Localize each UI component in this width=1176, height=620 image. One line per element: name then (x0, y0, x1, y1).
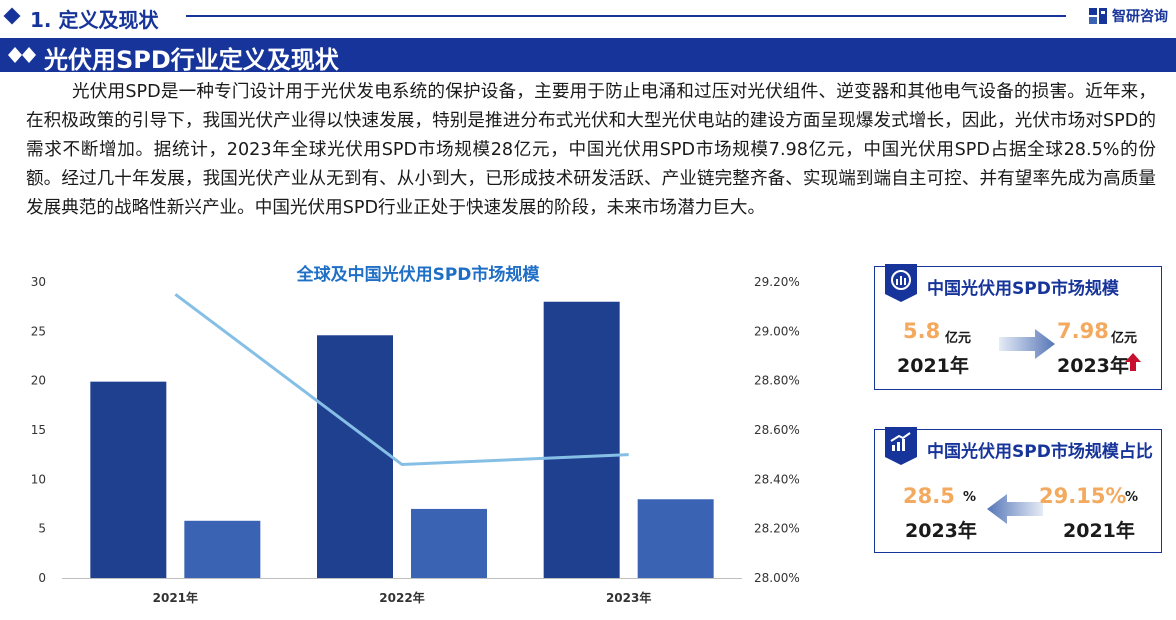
left-arrow-icon (987, 494, 1043, 524)
share-2023-value: 28.5 (903, 484, 955, 508)
size-2023-unit: 亿元 (1111, 331, 1138, 346)
banner-title: 光伏用SPD行业定义及现状 (44, 46, 339, 74)
y-tick-label: 5 (38, 522, 46, 536)
chart-title: 全球及中国光伏用SPD市场规模 (296, 264, 541, 285)
share-2023-unit: % (963, 490, 977, 505)
title-banner: 光伏用SPD行业定义及现状 (0, 38, 1176, 74)
size-2021-unit: 亿元 (945, 331, 972, 346)
intro-paragraph: 光伏用SPD是一种专门设计用于光伏发电系统的保护设备，主要用于防止电涌和过压对光… (26, 82, 1156, 218)
y-tick-label: 25 (31, 324, 46, 338)
size-2023-year: 2023年 (1057, 355, 1129, 377)
chart-badge-icon (881, 264, 921, 304)
y2-tick-label: 29.20% (754, 275, 800, 289)
logo-text: 智研咨询 (1112, 9, 1168, 25)
y2-tick-label: 28.40% (754, 472, 800, 486)
share-2021-year: 2021年 (1063, 520, 1135, 542)
y2-tick-label: 28.20% (754, 522, 800, 536)
y2-tick-label: 28.80% (754, 374, 800, 388)
chart-svg: 全球及中国光伏用SPD市场规模 0 5 10 15 20 25 30 28.00% 28.20% 2… (31, 264, 800, 605)
double-diamond-icon (8, 46, 38, 64)
bar (184, 520, 261, 578)
y2-tick-label: 28.00% (754, 571, 800, 585)
card-header: 中国光伏用SPD市场规模 (875, 264, 1161, 304)
size-2023-value: 7.98 (1057, 319, 1109, 343)
up-arrow-icon (1125, 353, 1141, 371)
series-line (174, 293, 629, 467)
bar (411, 508, 487, 578)
section-title: 1. 定义及现状 (30, 8, 159, 32)
y2-tick-label: 29.00% (754, 324, 800, 338)
size-2021-year: 2021年 (897, 355, 969, 377)
y2-tick-label: 28.60% (754, 423, 800, 437)
x-tick-label: 2021年 (153, 590, 198, 605)
trend-badge-icon (881, 427, 921, 467)
card-title: 中国光伏用SPD市场规模 (927, 279, 1119, 299)
brand-logo: 智研咨询 (1088, 4, 1168, 28)
share-2021-unit: % (1125, 490, 1139, 505)
bar (543, 301, 620, 578)
header-divider (186, 15, 1066, 17)
y-tick-label: 30 (31, 275, 46, 289)
market-share-card: 中国光伏用SPD市场规模占比 28.5 % 2023年 29.15% % 202… (874, 427, 1162, 553)
share-2023-year: 2023年 (905, 520, 977, 542)
x-tick-label: 2023年 (606, 590, 651, 605)
section-header: 1. 定义及现状 智研咨询 (0, 0, 1176, 36)
bar (90, 381, 167, 578)
x-tick-label: 2022年 (379, 590, 424, 605)
diamond-bullet-icon (3, 7, 21, 25)
y-tick-label: 20 (31, 374, 46, 388)
card-title: 中国光伏用SPD市场规模占比 (927, 442, 1153, 462)
y-tick-label: 0 (38, 571, 46, 585)
market-size-card: 中国光伏用SPD市场规模 5.8 亿元 2021年 7.98 亿元 2023年 (874, 264, 1162, 390)
card-header: 中国光伏用SPD市场规模占比 (875, 427, 1161, 467)
market-size-chart: 全球及中国光伏用SPD市场规模 0 5 10 15 20 25 30 28.00% 28.20% 2… (0, 262, 840, 620)
y-tick-label: 15 (31, 423, 46, 437)
y-tick-label: 10 (31, 472, 46, 486)
share-2021-value: 29.15% (1039, 484, 1127, 508)
bar (637, 499, 714, 578)
right-arrow-icon (999, 329, 1055, 359)
size-2021-value: 5.8 (903, 319, 941, 343)
bar (317, 335, 393, 578)
logo-mark-icon (1088, 6, 1108, 26)
